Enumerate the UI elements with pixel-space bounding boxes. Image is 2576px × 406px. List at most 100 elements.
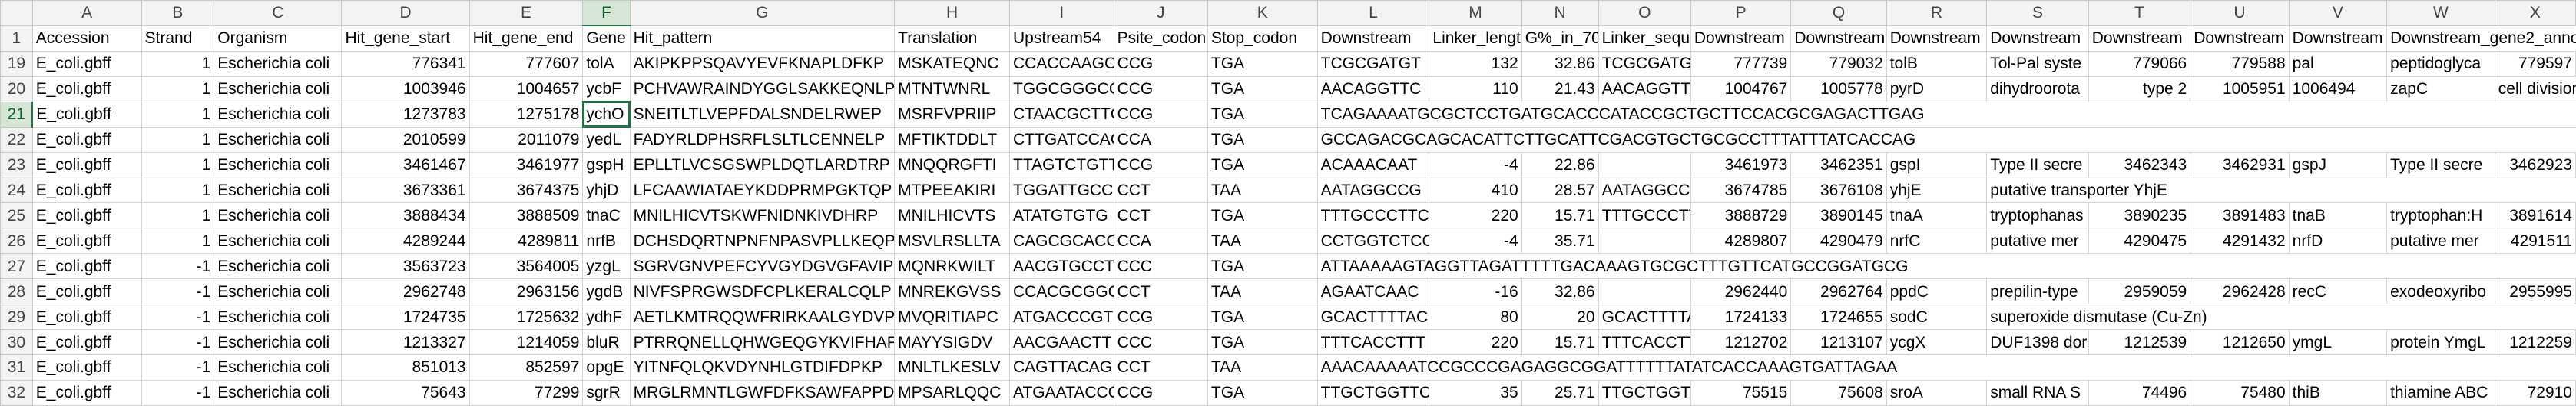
cell-l1[interactable]: Downstream: [1316, 25, 1430, 52]
column-header-m[interactable]: M: [1429, 0, 1522, 26]
cell-m26[interactable]: -4: [1429, 228, 1522, 255]
cell-w22[interactable]: [2386, 126, 2495, 153]
cell-v1[interactable]: Downstream: [2288, 25, 2388, 52]
cell-o28[interactable]: [1598, 278, 1691, 305]
cell-v26[interactable]: nrfD: [2288, 228, 2388, 255]
cell-n25[interactable]: 15.71: [1521, 202, 1599, 229]
column-header-i[interactable]: I: [1009, 0, 1114, 26]
cell-m20[interactable]: 110: [1429, 75, 1522, 102]
cell-u26[interactable]: 4291432: [2190, 228, 2290, 255]
column-header-g[interactable]: G: [629, 0, 896, 26]
cell-m23[interactable]: -4: [1429, 151, 1522, 178]
cell-x27[interactable]: [2495, 253, 2576, 280]
cell-x24[interactable]: [2495, 177, 2576, 204]
cell-g26[interactable]: DCHSDQRTNPNFNPASVPLLKEQP: [629, 228, 896, 255]
cell-k29[interactable]: TGA: [1207, 304, 1318, 331]
cell-r24[interactable]: yhjE: [1886, 177, 1988, 204]
cell-p20[interactable]: 1004767: [1690, 75, 1792, 102]
column-header-r[interactable]: R: [1886, 0, 1988, 26]
cell-q32[interactable]: 75608: [1790, 379, 1887, 406]
cell-j27[interactable]: CCC: [1113, 253, 1208, 280]
cell-f23[interactable]: gspH: [582, 151, 631, 178]
cell-k27[interactable]: TGA: [1207, 253, 1318, 280]
cell-x25[interactable]: 3891614: [2494, 202, 2576, 229]
column-header-t[interactable]: T: [2088, 0, 2191, 26]
cell-u32[interactable]: 75480: [2190, 379, 2290, 406]
cell-q21[interactable]: [1790, 101, 1887, 128]
cell-i27[interactable]: AACGTGCCT: [1009, 253, 1114, 280]
cell-v24[interactable]: [2289, 177, 2387, 204]
column-header-c[interactable]: C: [214, 0, 343, 26]
cell-a32[interactable]: E_coli.gbff: [31, 379, 142, 406]
cell-g1[interactable]: Hit_pattern: [629, 25, 896, 52]
cell-u19[interactable]: 779588: [2190, 50, 2290, 77]
cell-e23[interactable]: 3461977: [469, 151, 584, 178]
cell-j19[interactable]: CCG: [1113, 50, 1208, 77]
cell-v29[interactable]: [2289, 304, 2387, 331]
cell-e20[interactable]: 1004657: [469, 75, 584, 102]
cell-l27[interactable]: ATTAAAAAGTAGGTTAGATTTTTGACAAAGTGCGCTTTGT…: [1316, 253, 1909, 280]
cell-u27[interactable]: [2190, 253, 2290, 280]
cell-s22[interactable]: [1986, 126, 2089, 153]
cell-k1[interactable]: Stop_codon: [1207, 25, 1318, 52]
cell-s21[interactable]: [1986, 101, 2089, 128]
cell-h26[interactable]: MSVLRSLLTA: [894, 228, 1010, 255]
cell-x32[interactable]: 72910: [2494, 379, 2576, 406]
cell-i21[interactable]: CTAACGCTTC: [1009, 101, 1114, 128]
cell-a31[interactable]: E_coli.gbff: [31, 354, 142, 381]
cell-k30[interactable]: TGA: [1207, 329, 1318, 355]
cell-g32[interactable]: MRGLRMNTLGWFDFKSAWFAPPDP: [629, 379, 896, 406]
cell-w27[interactable]: [2386, 253, 2495, 280]
cell-p21[interactable]: [1690, 101, 1791, 128]
cell-c30[interactable]: Escherichia coli: [214, 329, 343, 355]
cell-c32[interactable]: Escherichia coli: [214, 379, 343, 406]
cell-i28[interactable]: CCACGCGGC: [1009, 278, 1114, 305]
cell-i32[interactable]: ATGAATACCC: [1009, 379, 1114, 406]
cell-a24[interactable]: E_coli.gbff: [31, 177, 142, 204]
cell-u23[interactable]: 3462931: [2190, 151, 2290, 178]
cell-b25[interactable]: 1: [141, 202, 215, 229]
cell-o23[interactable]: [1598, 151, 1691, 178]
cell-r32[interactable]: sroA: [1886, 379, 1988, 406]
cell-b22[interactable]: 1: [141, 126, 215, 153]
cell-b30[interactable]: -1: [141, 329, 215, 355]
cell-j26[interactable]: CCA: [1113, 228, 1208, 255]
cell-t27[interactable]: [2088, 253, 2190, 280]
cell-n26[interactable]: 35.71: [1521, 228, 1599, 255]
cell-u31[interactable]: [2190, 354, 2290, 381]
cell-i20[interactable]: TGGCGGGCC: [1009, 75, 1114, 102]
cell-k28[interactable]: TAA: [1207, 278, 1318, 305]
column-header-x[interactable]: X: [2494, 0, 2576, 26]
column-header-o[interactable]: O: [1598, 0, 1691, 26]
cell-g31[interactable]: YITNFQLQKVDYNHLGTDIFDPKP: [629, 354, 896, 381]
cell-g24[interactable]: LFCAAWIATAEYKDDPRMPGKTQP: [629, 177, 896, 204]
cell-n21[interactable]: [1521, 101, 1599, 128]
cell-l26[interactable]: CCTGGTCTCC: [1316, 228, 1430, 255]
cell-s31[interactable]: [1986, 354, 2089, 381]
cell-n29[interactable]: 20: [1521, 304, 1599, 331]
cell-h27[interactable]: MQNRKWILT: [894, 253, 1010, 280]
cell-q25[interactable]: 3890145: [1790, 202, 1887, 229]
cell-q26[interactable]: 4290479: [1790, 228, 1887, 255]
cell-i24[interactable]: TGGATTGCC: [1009, 177, 1114, 204]
cell-t32[interactable]: 74496: [2088, 379, 2191, 406]
cell-n32[interactable]: 25.71: [1521, 379, 1599, 406]
cell-a1[interactable]: Accession: [31, 25, 142, 52]
cell-q27[interactable]: [1790, 253, 1887, 280]
cell-f25[interactable]: tnaC: [582, 202, 631, 229]
cell-t30[interactable]: 1212539: [2088, 329, 2191, 355]
cell-k32[interactable]: TGA: [1207, 379, 1318, 406]
cell-k19[interactable]: TGA: [1207, 50, 1318, 77]
cell-f29[interactable]: ydhF: [582, 304, 631, 331]
cell-t20[interactable]: type 2: [2088, 75, 2191, 102]
cell-d20[interactable]: 1003946: [341, 75, 470, 102]
cell-t22[interactable]: [2088, 126, 2190, 153]
cell-f28[interactable]: ygdB: [582, 278, 631, 305]
cell-l24[interactable]: AATAGGCCG: [1316, 177, 1430, 204]
cell-d30[interactable]: 1213327: [341, 329, 470, 355]
cell-b28[interactable]: -1: [141, 278, 215, 305]
cell-e27[interactable]: 3564005: [469, 253, 584, 280]
cell-i26[interactable]: CAGCGCACC: [1009, 228, 1114, 255]
cell-j32[interactable]: CCG: [1113, 379, 1208, 406]
